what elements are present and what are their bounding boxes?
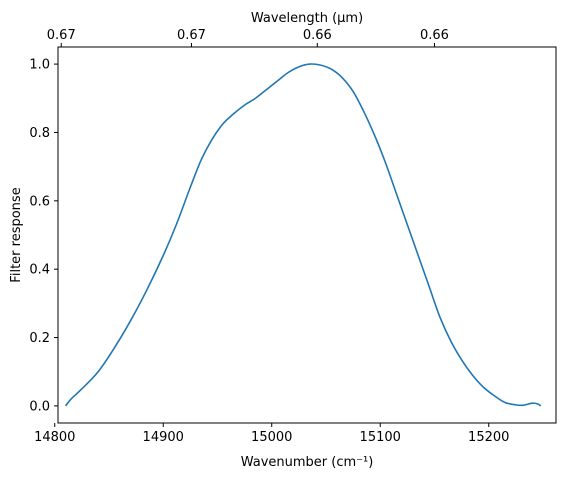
x-tick-label: 15000 xyxy=(251,430,292,445)
plot-area xyxy=(64,63,542,407)
x-tick-label: 14900 xyxy=(143,430,184,445)
x-tick-label: 15200 xyxy=(468,430,509,445)
top-tick-label: 0.66 xyxy=(420,28,449,43)
y-tick-label: 0.0 xyxy=(29,399,50,414)
y-axis-label: Filter response xyxy=(9,187,24,282)
x-tick-label: 15100 xyxy=(360,430,401,445)
y-tick-label: 0.6 xyxy=(29,194,50,209)
x-axis-label: Wavenumber (cm⁻¹) xyxy=(241,455,374,470)
ticks: 14800 14900 15000 15100 15200 0.0 0.2 0.4 0.6 0.8… xyxy=(29,28,509,445)
top-tick-label: 0.67 xyxy=(47,28,76,43)
y-tick-label: 0.8 xyxy=(29,126,50,141)
y-tick-label: 1.0 xyxy=(29,58,50,73)
series-line-0 xyxy=(64,63,542,407)
y-tick-label: 0.2 xyxy=(29,331,50,346)
top-tick-label: 0.67 xyxy=(177,28,206,43)
x-tick-label: 14800 xyxy=(34,430,75,445)
axes-frame xyxy=(57,46,557,424)
top-tick-label: 0.66 xyxy=(303,28,332,43)
y-tick-label: 0.4 xyxy=(29,263,50,278)
top-axis-label: Wavelength (μm) xyxy=(251,11,363,26)
